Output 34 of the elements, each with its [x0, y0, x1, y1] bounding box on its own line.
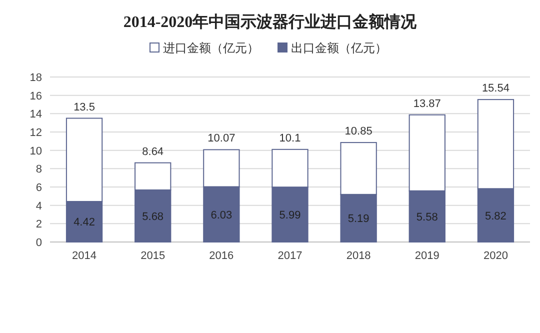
data-label: 5.19	[348, 213, 370, 226]
total-label: 10.1	[279, 132, 301, 144]
data-label: 5.58	[416, 211, 438, 224]
chart-title: 2014-2020年中国示波器行业进口金额情况	[123, 13, 418, 31]
y-tick-label: 4	[36, 200, 42, 212]
x-tick-label: 2016	[209, 250, 234, 262]
total-label: 10.07	[208, 132, 236, 145]
total-label: 13.87	[413, 98, 441, 110]
y-tick-label: 14	[30, 108, 42, 121]
y-tick-label: 8	[36, 164, 42, 176]
data-label: 4.42	[74, 216, 95, 229]
y-tick-label: 2	[36, 218, 42, 231]
data-label: 5.68	[142, 210, 164, 223]
legend-label: 进口金额（亿元）	[163, 41, 259, 55]
x-tick-label: 2014	[72, 250, 97, 262]
x-tick-label: 2017	[278, 250, 302, 262]
total-label: 10.85	[344, 126, 372, 138]
y-tick-label: 10	[30, 145, 42, 158]
total-label: 8.64	[142, 146, 164, 158]
x-tick-label: 2018	[346, 250, 371, 262]
data-label: 6.03	[210, 209, 232, 222]
x-tick-label: 2015	[140, 250, 166, 262]
y-tick-label: 16	[30, 90, 42, 102]
y-tick-label: 12	[30, 127, 42, 139]
y-tick-label: 6	[36, 182, 42, 194]
legend-label: 出口金额（亿元）	[291, 41, 387, 55]
x-tick-label: 2019	[414, 250, 440, 262]
x-tick-label: 2020	[483, 250, 508, 262]
total-label: 13.5	[74, 101, 95, 114]
y-tick-label: 0	[36, 237, 42, 249]
y-tick-label: 18	[30, 72, 42, 84]
data-label: 5.82	[485, 210, 506, 222]
data-label: 5.99	[279, 210, 301, 222]
total-label: 15.54	[482, 82, 510, 95]
